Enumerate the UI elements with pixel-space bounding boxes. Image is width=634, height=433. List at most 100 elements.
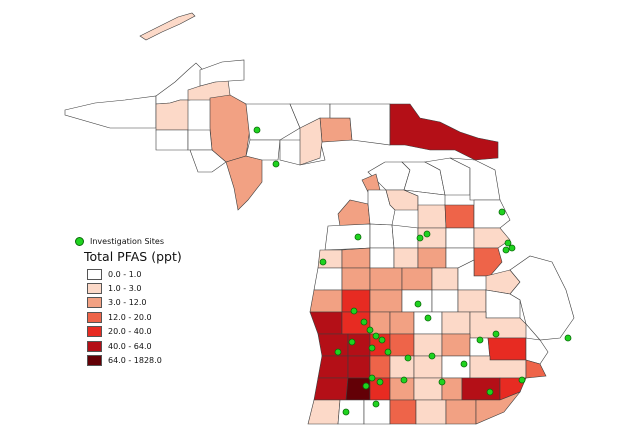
county-lp-25 xyxy=(473,247,503,277)
legend-class-label: 40.0 - 64.0 xyxy=(108,341,152,351)
legend-class-label: 12.0 - 20.0 xyxy=(108,312,152,322)
legend-class-label: 64.0 - 1828.0 xyxy=(108,356,162,366)
legend-swatch xyxy=(87,340,102,352)
county-lp-26 xyxy=(313,267,343,291)
county-isle-royale xyxy=(139,12,196,41)
county-lp-76 xyxy=(415,399,447,425)
site-marker xyxy=(354,233,362,241)
site-marker xyxy=(272,160,280,168)
site-marker xyxy=(319,258,327,266)
legend-class-row: 64.0 - 1828.0 xyxy=(87,353,274,367)
county-lp-35 xyxy=(369,289,403,313)
legend-swatch xyxy=(87,326,102,338)
site-marker xyxy=(486,388,494,396)
county-lp-47 xyxy=(317,333,349,357)
site-marker xyxy=(400,376,408,384)
investigation-sites xyxy=(253,126,572,416)
county-lp-38 xyxy=(457,289,487,313)
site-marker xyxy=(416,234,424,242)
county-lp-11 xyxy=(444,204,475,229)
site-marker xyxy=(348,338,356,346)
legend-class-row: 1.0 - 3.0 xyxy=(87,281,274,295)
county-lp-63 xyxy=(525,359,547,379)
lower-peninsula xyxy=(307,157,575,425)
county-lp-64 xyxy=(313,377,349,401)
site-marker xyxy=(334,348,342,356)
county-lp-6 xyxy=(337,199,371,227)
county-alger xyxy=(245,103,301,141)
site-marker xyxy=(368,374,376,382)
legend-swatch xyxy=(87,297,102,309)
site-marker xyxy=(360,318,368,326)
legend-sites-entry: Investigation Sites xyxy=(74,235,274,247)
county-dickinson xyxy=(189,149,227,173)
site-marker xyxy=(423,230,431,238)
county-lp-55 xyxy=(525,337,549,365)
county-lp-73 xyxy=(337,399,365,425)
county-menominee xyxy=(225,155,263,211)
county-lp-14 xyxy=(369,223,395,249)
county-lp-70 xyxy=(461,377,501,401)
site-marker xyxy=(372,332,380,340)
county-lp-21 xyxy=(369,247,395,269)
county-houghton xyxy=(155,99,189,131)
legend-class-label: 0.0 - 1.0 xyxy=(108,269,142,279)
site-marker xyxy=(502,246,510,254)
county-thumb xyxy=(509,255,575,341)
legend-class-row: 3.0 - 12.0 xyxy=(87,296,274,310)
legend-class-row: 12.0 - 20.0 xyxy=(87,310,274,324)
county-lp-77 xyxy=(445,399,477,425)
county-lp-61 xyxy=(441,355,471,379)
county-lp-30 xyxy=(431,267,459,291)
county-lp-22 xyxy=(393,247,419,269)
legend-class-row: 0.0 - 1.0 xyxy=(87,267,274,281)
site-marker xyxy=(404,354,412,362)
site-marker xyxy=(518,376,526,384)
site-marker xyxy=(476,336,484,344)
site-marker xyxy=(372,400,380,408)
legend-class-row: 20.0 - 40.0 xyxy=(87,325,274,339)
county-lp-15 xyxy=(391,224,419,249)
site-marker xyxy=(424,314,432,322)
county-marquette xyxy=(209,94,251,163)
county-lp-78 xyxy=(475,391,521,425)
site-marker xyxy=(428,352,436,360)
map-legend: Investigation Sites Total PFAS (ppt) 0.0… xyxy=(74,235,274,368)
site-marker xyxy=(460,360,468,368)
county-lp-60 xyxy=(413,355,443,379)
county-lp-40 xyxy=(309,311,343,335)
legend-swatch xyxy=(87,355,102,367)
county-up-north xyxy=(199,59,245,87)
county-gogebic-south xyxy=(155,129,189,151)
county-mackinac xyxy=(299,117,323,166)
legend-class-label: 1.0 - 3.0 xyxy=(108,284,142,294)
legend-class-label: 3.0 - 12.0 xyxy=(108,298,147,308)
county-lp-29 xyxy=(401,267,433,291)
county-iron xyxy=(187,129,213,151)
county-lp-18 xyxy=(473,227,511,249)
county-mackinac-w xyxy=(319,117,353,143)
county-up-west xyxy=(64,95,157,129)
site-marker xyxy=(350,307,358,315)
county-lp-75 xyxy=(389,399,417,425)
county-lp-23 xyxy=(417,247,447,269)
site-marker xyxy=(376,378,384,386)
site-marker xyxy=(378,336,386,344)
site-marker xyxy=(366,326,374,334)
legend-title: Total PFAS (ppt) xyxy=(84,249,182,264)
site-marker xyxy=(414,300,422,308)
site-marker xyxy=(384,348,392,356)
legend-swatch xyxy=(87,311,102,323)
county-lp-50 xyxy=(389,333,415,357)
county-lp-28 xyxy=(369,267,403,291)
legend-class-label: 20.0 - 40.0 xyxy=(108,327,152,337)
county-lp-27 xyxy=(341,267,371,291)
county-lp-58 xyxy=(369,355,391,379)
county-lp-54 xyxy=(487,337,527,361)
site-marker xyxy=(492,330,500,338)
legend-swatch xyxy=(87,283,102,295)
county-lp-45 xyxy=(441,311,471,335)
county-lp-37 xyxy=(431,289,459,313)
site-marker xyxy=(362,382,370,390)
county-lp-10 xyxy=(417,204,447,229)
